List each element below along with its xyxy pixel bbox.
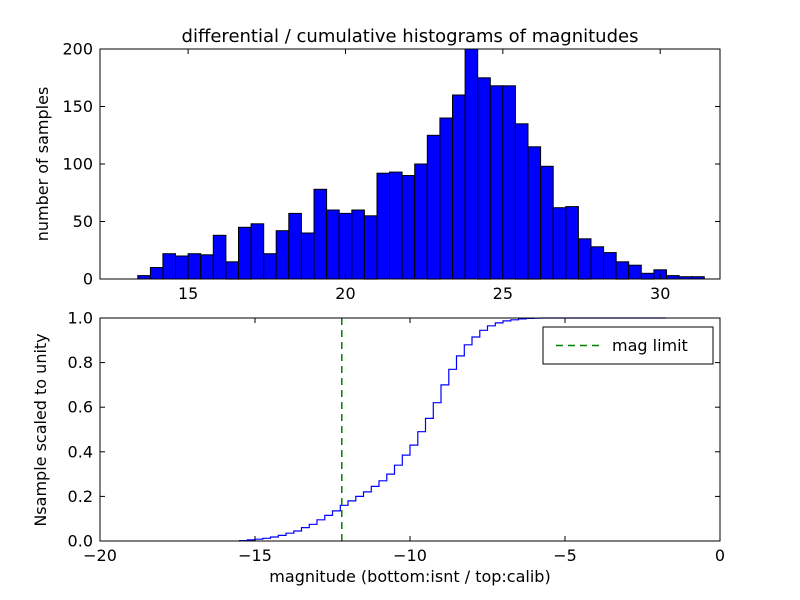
histogram-bar: [514, 123, 529, 280]
histogram-bar: [603, 252, 617, 280]
histogram-bar: [552, 207, 567, 280]
histogram-bar: [628, 264, 642, 280]
histogram-bar: [577, 238, 592, 280]
bottom-axes-ticks: −20 −15 −10 −5 0 0.0 0.2 0.4 0.6 0.8 1.0: [68, 309, 726, 566]
histogram-bar: [376, 172, 391, 280]
bottom-y-axis-label: Nsample scaled to unity: [31, 333, 50, 526]
histogram-bar: [238, 226, 252, 280]
histogram-bar: [175, 255, 189, 280]
histogram-bar: [426, 134, 441, 280]
y-tick-label: 0.6: [68, 398, 93, 417]
histogram-bar: [263, 253, 277, 280]
histogram-bar: [149, 267, 164, 280]
histogram-bar: [615, 261, 630, 280]
histogram-bar: [212, 234, 227, 280]
y-tick-label: 1.0: [68, 309, 93, 328]
y-tick-label: 0.0: [68, 532, 93, 551]
x-tick-label: −20: [83, 546, 117, 565]
histogram-bar: [464, 48, 479, 280]
histogram-bar: [137, 275, 151, 280]
top-axes-ticks: 15 20 25 30 0 50 100 150 200: [62, 40, 720, 303]
histogram-bar: [200, 254, 214, 280]
x-tick-label: −5: [553, 546, 577, 565]
histogram-bar: [565, 206, 579, 280]
histogram-bar: [225, 261, 239, 280]
y-tick-label: 100: [62, 155, 93, 174]
histogram-bar: [187, 253, 202, 280]
histogram-bar: [452, 94, 466, 280]
histogram-bar: [162, 253, 176, 280]
x-tick-label: 0: [715, 546, 725, 565]
histogram-bar: [389, 171, 403, 280]
histogram-bar: [640, 272, 655, 280]
legend: mag limit: [542, 326, 714, 365]
histogram-bar: [300, 232, 315, 280]
y-tick-label: 0.4: [68, 442, 93, 461]
bottom-x-axis-label: magnitude (bottom:isnt / top:calib): [269, 567, 550, 586]
histogram-bar: [527, 146, 542, 280]
top-y-axis-label: number of samples: [33, 87, 52, 242]
histogram-bar: [326, 209, 340, 280]
x-tick-label: 20: [335, 284, 355, 303]
histogram-bar: [502, 85, 516, 280]
histogram-bar: [401, 175, 416, 280]
y-tick-label: 150: [62, 97, 93, 116]
histogram-bar: [338, 212, 353, 280]
cumulative-step-line: [238, 317, 666, 542]
y-tick-label: 0.8: [68, 353, 93, 372]
x-tick-label: −15: [238, 546, 272, 565]
x-tick-label: −10: [393, 546, 427, 565]
histogram-bar: [540, 165, 554, 280]
histogram-bar: [489, 85, 504, 280]
histogram-bar: [414, 163, 428, 280]
cumulative-content-group: [238, 317, 666, 542]
histogram-bars-group: [137, 48, 705, 280]
y-tick-label: 200: [62, 40, 93, 59]
x-tick-label: 15: [178, 284, 198, 303]
histogram-bar: [477, 77, 491, 280]
histogram-bar: [363, 215, 378, 280]
histogram-bar: [275, 230, 290, 280]
histogram-bar: [250, 223, 265, 280]
histogram-bar: [351, 209, 365, 280]
histogram-bar: [313, 188, 328, 280]
legend-label: mag limit: [612, 336, 688, 355]
histogram-bar: [590, 246, 605, 280]
x-tick-label: 25: [493, 284, 513, 303]
y-tick-label: 0: [83, 270, 93, 289]
histogram-bar: [666, 275, 680, 280]
y-tick-label: 0.2: [68, 487, 93, 506]
histogram-bar: [439, 117, 453, 280]
x-tick-label: 30: [650, 284, 670, 303]
histogram-bar: [288, 212, 302, 280]
y-tick-label: 50: [73, 212, 93, 231]
chart-title: differential / cumulative histograms of …: [182, 26, 639, 47]
top-histogram-axes: 15 20 25 30 0 50 100 150 200 differential / cumu…: [33, 26, 721, 303]
bottom-cumulative-axes: −20 −15 −10 −5 0 0.0 0.2 0.4 0.6 0.8 1.0 Nsample s…: [31, 309, 725, 587]
